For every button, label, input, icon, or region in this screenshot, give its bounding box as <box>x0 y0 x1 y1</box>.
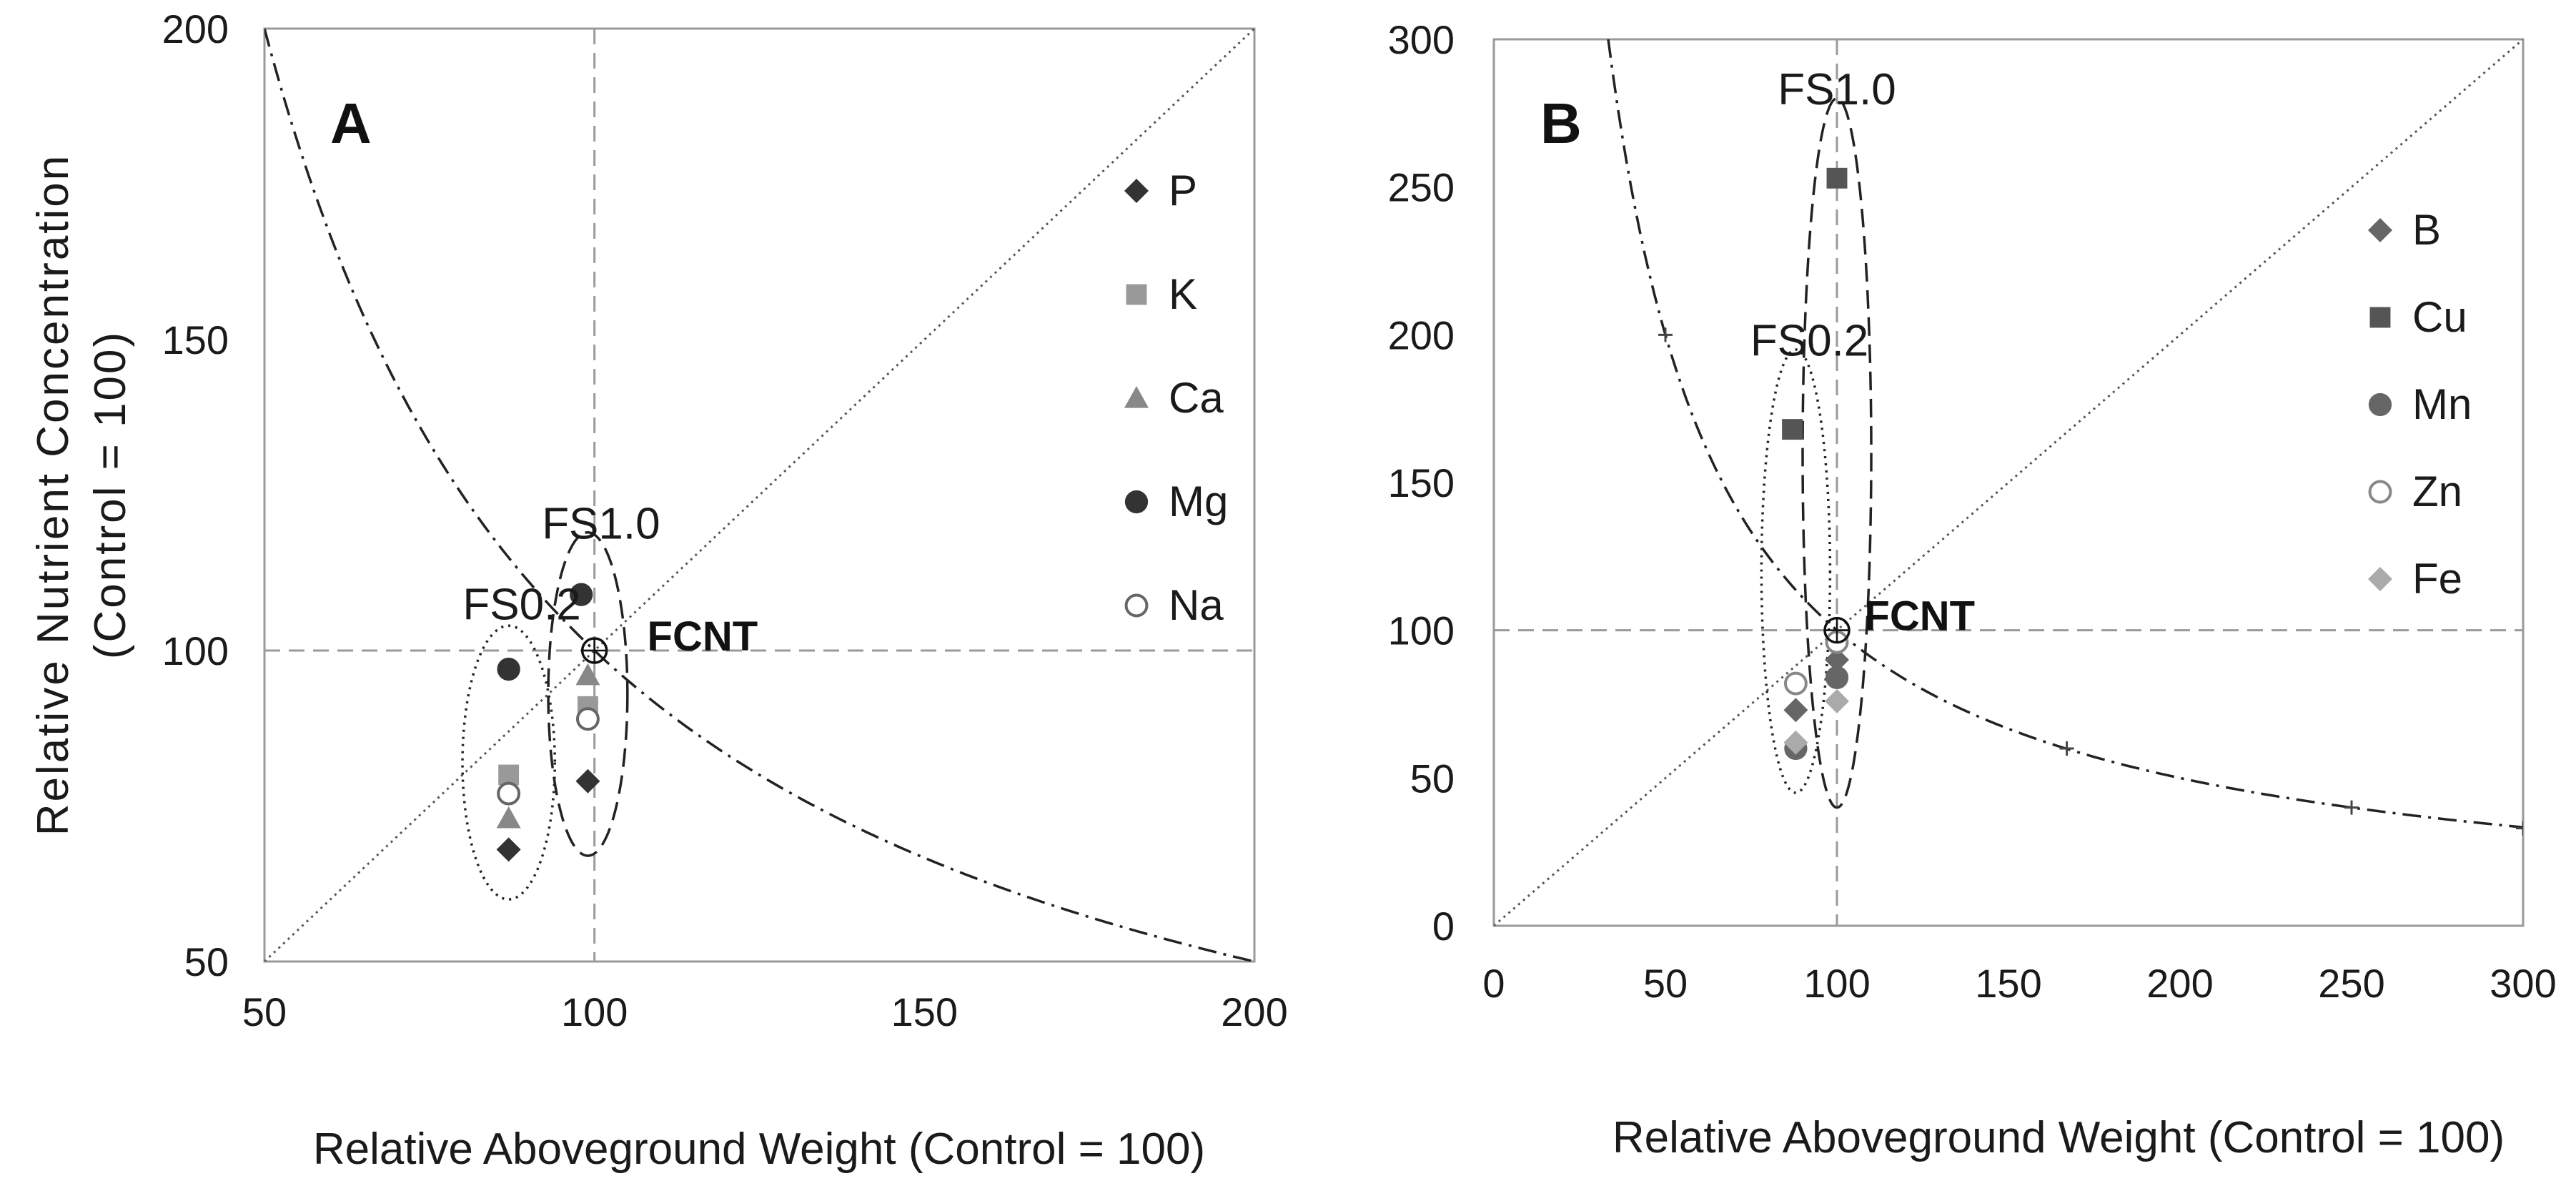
curve-marker-b <box>1658 327 1673 342</box>
curve-marker-b <box>2516 821 2523 836</box>
x-tick-label-a: 150 <box>891 989 958 1034</box>
panel-label-a: A <box>330 92 372 155</box>
ellipse-FS02-b <box>1760 348 1832 794</box>
legend-label-cu-b: Cu <box>2412 293 2467 341</box>
panel-b: B Relative Aboveground Weight (Control =… <box>1388 17 2557 1162</box>
legend-label-zn-b: Zn <box>2412 468 2462 515</box>
legend-label-k-a: K <box>1169 270 1197 318</box>
panel-label-b: B <box>1540 92 1582 155</box>
y-tick-label-a: 50 <box>184 939 229 984</box>
legend-marker-fe-b <box>2368 567 2392 591</box>
annotation-fcnt-b: FCNT <box>1864 593 1975 640</box>
y-tick-label-a: 200 <box>162 6 229 51</box>
point-mn-b <box>1825 666 1849 689</box>
x-axis-label-b: Relative Aboveground Weight (Control = 1… <box>1613 1113 2505 1162</box>
point-k-a <box>498 764 520 786</box>
x-tick-label-b: 250 <box>2318 961 2384 1006</box>
legend-marker-k-a <box>1126 284 1147 305</box>
ellipse-FS10-a <box>547 530 629 857</box>
legend-marker-ca-a <box>1124 386 1149 408</box>
curve-marker-b <box>2059 741 2074 756</box>
point-na-a <box>497 781 521 806</box>
point-mg-a <box>570 583 593 606</box>
y-tick-label-b: 0 <box>1432 904 1455 949</box>
legend-label-mn-b: Mn <box>2412 380 2472 428</box>
legend-label-mg-a: Mg <box>1169 478 1228 525</box>
point-p-a <box>575 768 600 794</box>
legend-label-ca-a: Ca <box>1169 374 1224 422</box>
ref-curve-isoline-a <box>264 29 1254 962</box>
x-tick-label-b: 100 <box>1803 961 1870 1006</box>
point-b-b <box>1825 648 1849 672</box>
legend-marker-b-b <box>2368 218 2392 242</box>
curve-marker-b <box>2344 800 2359 815</box>
x-tick-label-b: 150 <box>1975 961 2041 1006</box>
y-tick-label-a: 150 <box>162 317 229 362</box>
point-mg-a <box>497 657 520 681</box>
fcnt-cross-b <box>1825 618 1849 643</box>
y-tick-label-b: 300 <box>1388 17 1455 62</box>
legend-marker-mn-b <box>2368 392 2392 417</box>
y-tick-label-a: 100 <box>162 628 229 673</box>
annotation-fs02-b: FS0.2 <box>1750 316 1868 365</box>
ellipse-FS02-a <box>461 624 557 901</box>
plot-area-b <box>1492 38 2525 927</box>
point-fe-b <box>1783 730 1808 755</box>
point-cu-b <box>1782 419 1803 440</box>
fcnt-cross-a <box>582 638 607 663</box>
point-ca-a <box>496 806 521 829</box>
point-fe-b <box>1825 688 1849 713</box>
annotation-fs10-b: FS1.0 <box>1778 65 1896 114</box>
ref-line-identity-b <box>1494 39 2523 926</box>
legend-marker-mg-a <box>1124 490 1149 514</box>
y-tick-label-b: 250 <box>1388 165 1455 210</box>
point-ca-a <box>575 663 600 686</box>
x-tick-label-b: 50 <box>1643 961 1688 1006</box>
plot-area-a <box>263 27 1256 963</box>
x-tick-label-a: 50 <box>242 989 287 1034</box>
x-tick-label-b: 0 <box>1482 961 1505 1006</box>
x-tick-label-a: 100 <box>561 989 628 1034</box>
panel-a: A Relative Aboveground Weight (Control =… <box>29 6 1288 1174</box>
y-tick-label-b: 200 <box>1388 312 1455 357</box>
legend-marker-p-a <box>1124 179 1149 203</box>
point-na-a <box>575 707 600 731</box>
x-tick-label-b: 200 <box>2146 961 2213 1006</box>
annotation-fs10-a: FS1.0 <box>542 499 660 548</box>
y-tick-label-b: 50 <box>1410 756 1455 801</box>
y-tick-label-b: 150 <box>1388 460 1455 505</box>
ellipse-FS10-b <box>1801 97 1873 809</box>
point-b-b <box>1783 698 1808 723</box>
annotation-fcnt-a: FCNT <box>648 613 758 660</box>
y-axis-label-a-line2: (Control = 100) <box>86 330 135 659</box>
legend-label-na-a: Na <box>1169 581 1224 629</box>
point-cu-b <box>1826 167 1848 189</box>
y-tick-label-b: 100 <box>1388 608 1455 653</box>
point-zn-b <box>1783 671 1808 696</box>
x-axis-label-a: Relative Aboveground Weight (Control = 1… <box>313 1125 1205 1174</box>
annotation-fs02-a: FS0.2 <box>462 580 580 630</box>
legend-label-fe-b: Fe <box>2412 555 2462 603</box>
legend-label-b-b: B <box>2412 206 2441 254</box>
point-p-a <box>496 837 521 862</box>
x-tick-label-b: 300 <box>2490 961 2556 1006</box>
y-axis-label-a-line1: Relative Nutrient Concentration <box>29 154 78 836</box>
ref-line-identity-a <box>264 29 1254 962</box>
legend-marker-zn-b <box>2368 480 2392 504</box>
legend-marker-cu-b <box>2369 307 2391 328</box>
x-tick-label-a: 200 <box>1221 989 1287 1034</box>
legend-marker-na-a <box>1124 593 1149 618</box>
reference-lines-a <box>264 29 1254 962</box>
legend-label-p-a: P <box>1169 167 1197 214</box>
